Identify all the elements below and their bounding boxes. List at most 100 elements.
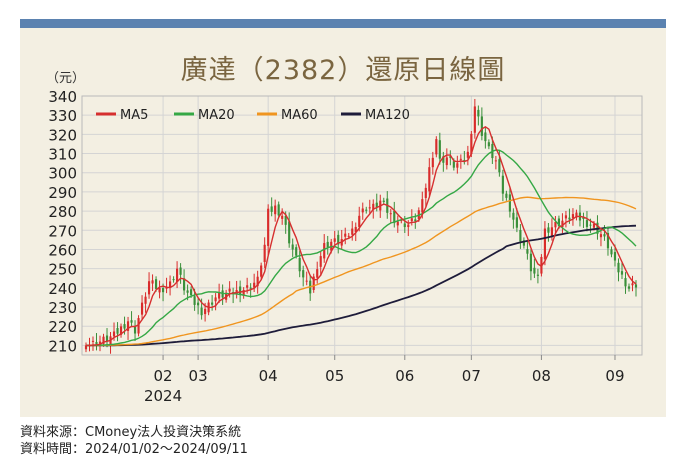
candle-body	[564, 215, 568, 219]
line-ma60	[86, 196, 637, 347]
candle-body	[130, 320, 133, 323]
candle-body	[274, 205, 277, 215]
plot-frame	[81, 95, 643, 356]
candle-body	[260, 265, 263, 277]
y-tick-label: 250	[48, 261, 77, 279]
candle-body	[592, 223, 596, 228]
candle-body	[312, 276, 315, 290]
candle-body	[526, 249, 529, 254]
candle-body	[105, 335, 109, 342]
candle-body	[547, 227, 550, 233]
candle-body	[302, 270, 305, 278]
candle-body	[179, 267, 182, 275]
candle-body	[112, 331, 116, 337]
candle-body	[466, 151, 469, 158]
x-tick-label: 05	[325, 367, 344, 385]
candle-body	[575, 212, 578, 218]
candle-body	[543, 228, 546, 260]
candle-body	[84, 345, 88, 350]
candle-body	[407, 224, 410, 228]
chart-title: 廣達（2382）還原日線圖	[180, 55, 506, 86]
candle-body	[98, 341, 102, 344]
y-tick-label: 290	[48, 184, 77, 202]
candle-body	[144, 296, 147, 304]
candle-body	[613, 252, 617, 261]
candle-body	[561, 220, 564, 228]
y-tick-label: 310	[48, 146, 77, 164]
candle-body	[501, 175, 504, 194]
candle-body	[214, 297, 217, 302]
legend-label-ma60: MA60	[281, 108, 318, 123]
candle-body	[172, 279, 175, 281]
candle-body	[508, 194, 511, 212]
candle-body	[557, 218, 561, 227]
candle-body	[228, 288, 231, 292]
candle-body	[606, 232, 610, 249]
candle-body	[140, 302, 144, 315]
candle-body	[372, 203, 375, 210]
candle-body	[421, 199, 424, 213]
candle-body	[382, 200, 385, 202]
candle-body	[249, 287, 252, 289]
legend: MA5 MA20 MA60 MA120	[96, 108, 410, 123]
candle-body	[218, 292, 221, 299]
candle-body	[284, 215, 287, 225]
candle-body	[242, 289, 245, 296]
x-tick-label: 08	[532, 367, 551, 385]
x-tick-sublabel: 2024	[144, 387, 182, 405]
candle-body	[396, 221, 399, 226]
line-ma120	[86, 224, 637, 347]
candle-body	[295, 247, 298, 256]
candle-body	[95, 342, 98, 346]
candle-body	[582, 217, 585, 219]
candle-body	[473, 106, 476, 133]
candle-body	[204, 308, 207, 315]
candle-body	[147, 281, 151, 295]
candle-body	[193, 296, 196, 305]
y-tick-label: 220	[48, 318, 77, 336]
line-ma5	[86, 125, 637, 347]
candle-body	[498, 159, 501, 173]
candle-body	[344, 233, 347, 237]
candle-body	[91, 340, 95, 342]
x-tick-label: 04	[259, 367, 278, 385]
candle-body	[361, 208, 364, 213]
candle-body	[102, 336, 105, 344]
candle-body	[480, 116, 483, 136]
y-tick-label: 300	[48, 165, 77, 183]
candle-body	[599, 234, 603, 238]
candle-body	[256, 276, 259, 287]
candle-body	[161, 288, 165, 293]
legend-label-ma120: MA120	[365, 108, 410, 123]
candle-body	[319, 256, 322, 267]
candle-body	[494, 160, 497, 162]
candle-body	[424, 187, 427, 198]
candle-body	[554, 221, 557, 228]
candle-body	[487, 142, 490, 147]
candle-body	[620, 271, 624, 275]
candle-body	[550, 227, 554, 237]
candle-body	[119, 326, 123, 335]
unit-label: （元）	[46, 71, 85, 86]
candle-body	[585, 220, 589, 227]
candle-body	[624, 278, 627, 287]
candle-body	[337, 234, 340, 245]
y-tick-label: 260	[48, 241, 77, 259]
candle-body	[190, 289, 193, 296]
candle-body	[211, 302, 214, 305]
candle-body	[484, 132, 487, 142]
candle-body	[459, 158, 462, 160]
candle-body	[333, 238, 336, 242]
candle-body	[151, 280, 154, 284]
candle-body	[368, 207, 371, 209]
candle-body	[351, 228, 354, 235]
y-tick-label: 320	[48, 126, 77, 144]
candle-body	[414, 219, 417, 222]
candle-body	[200, 307, 203, 316]
candle-body	[477, 109, 480, 117]
candle-body	[519, 230, 522, 242]
x-tick-label: 07	[462, 367, 481, 385]
candle-body	[536, 274, 539, 276]
candle-body	[435, 139, 438, 155]
